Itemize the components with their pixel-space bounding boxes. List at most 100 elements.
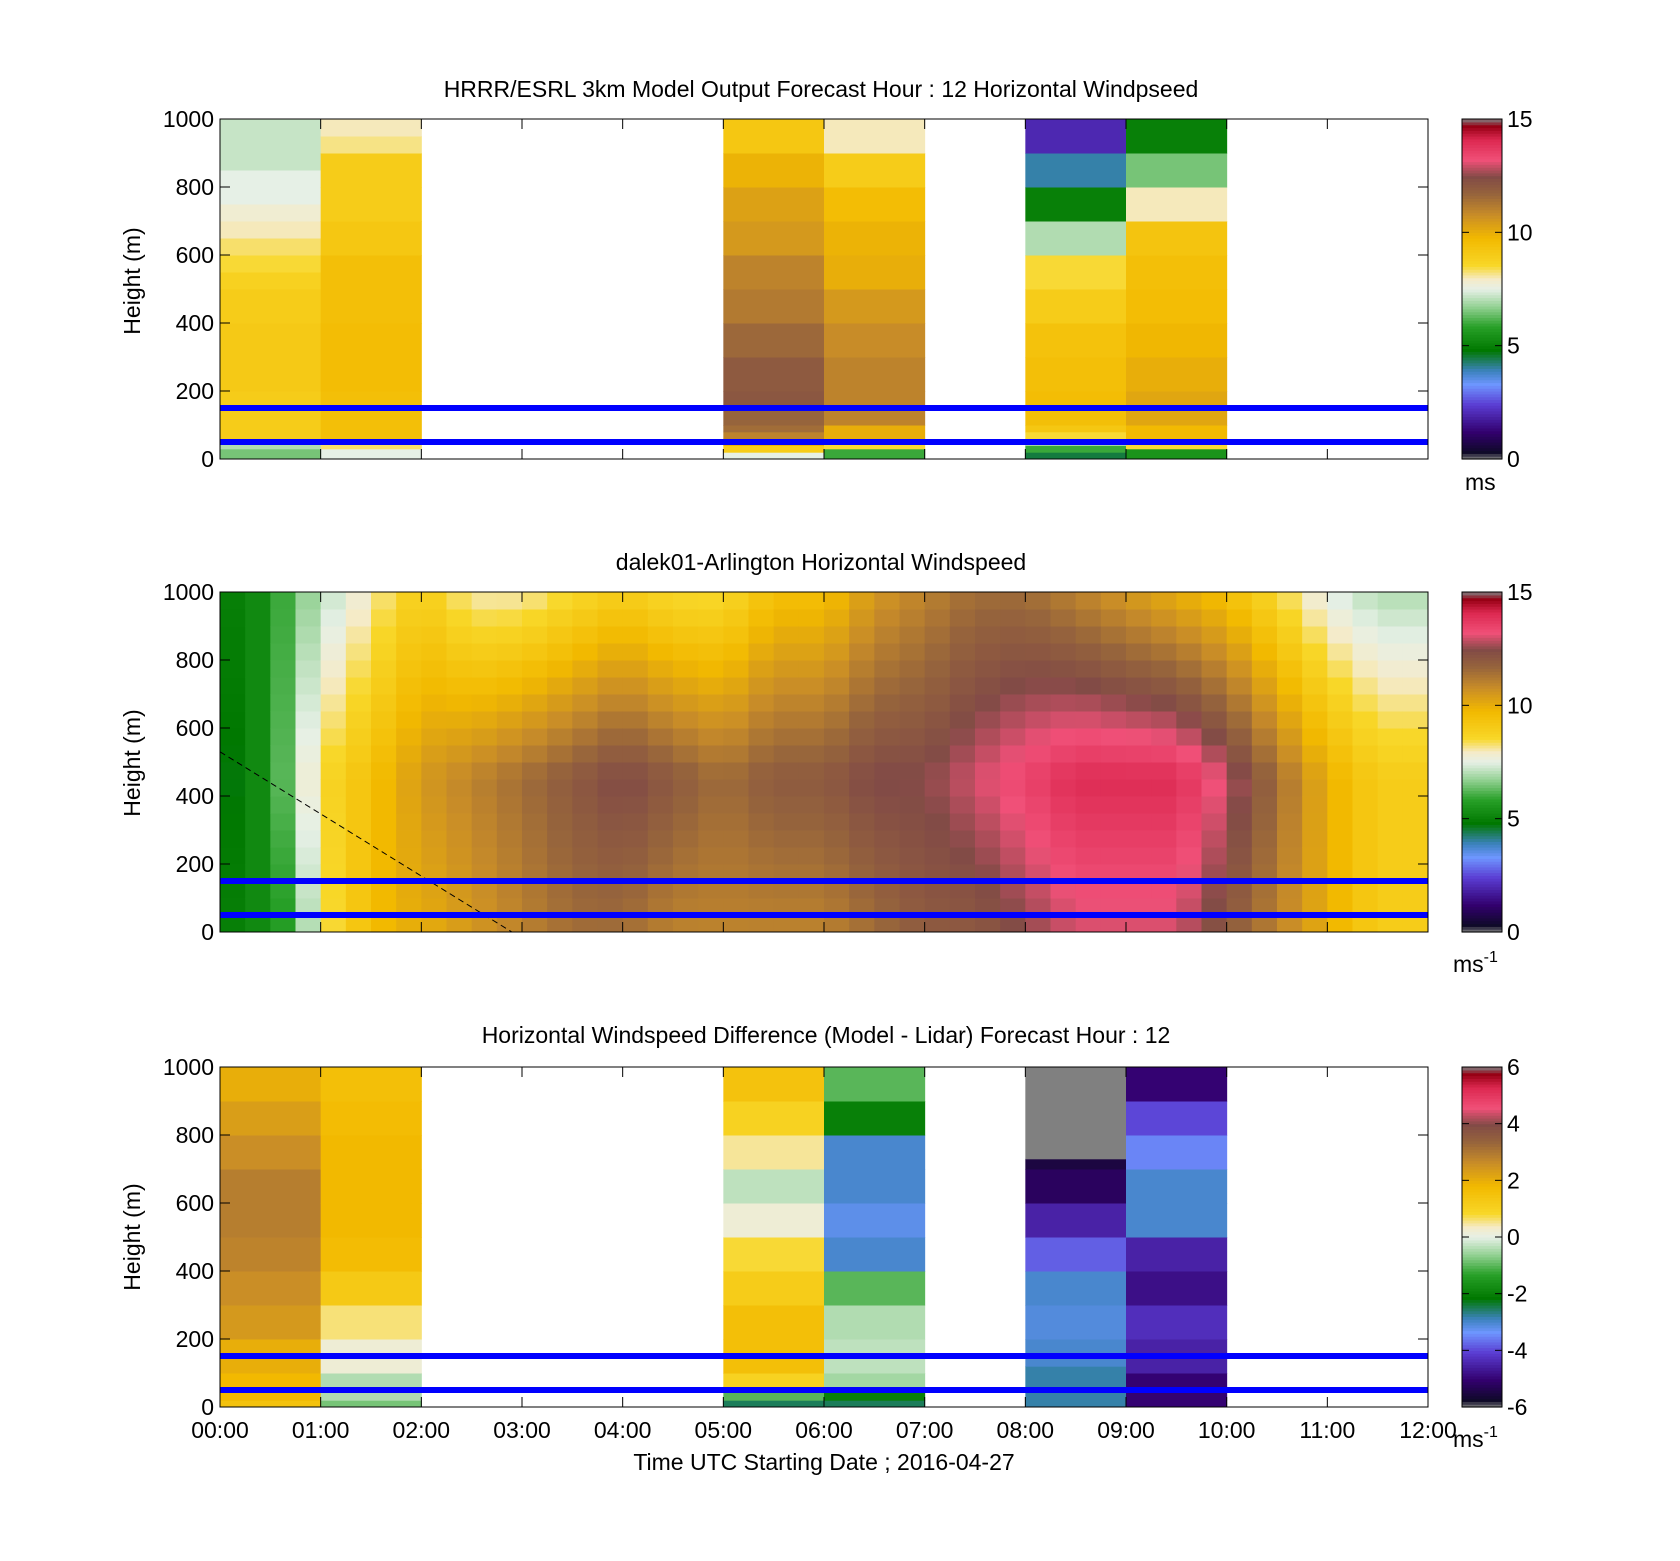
heatmap-cell: [1025, 1339, 1127, 1367]
colorbar-segment: [1462, 1265, 1502, 1269]
heatmap-cell: [320, 864, 347, 882]
heatmap-cell: [1025, 187, 1127, 222]
heatmap-cell: [295, 779, 322, 797]
heatmap-cell: [773, 915, 800, 933]
heatmap-cell: [1251, 762, 1278, 780]
heatmap-cell: [1025, 660, 1051, 678]
heatmap-cell: [1251, 779, 1278, 797]
heatmap-cell: [723, 431, 825, 440]
heatmap-cell: [849, 677, 875, 695]
heatmap-cell: [1302, 864, 1328, 882]
heatmap-cell: [673, 762, 699, 780]
heatmap-cell: [471, 660, 498, 678]
heatmap-cell: [622, 847, 649, 865]
colorbar-segment: [1462, 1180, 1502, 1184]
heatmap-cell: [1201, 694, 1228, 712]
heatmap-cell: [320, 1067, 422, 1102]
heatmap-cell: [421, 728, 447, 746]
heatmap-cell: [748, 592, 775, 610]
heatmap-cell: [1025, 762, 1051, 780]
heatmap-cell: [496, 711, 523, 729]
colorbar-segment: [1462, 912, 1502, 916]
heatmap-cell: [371, 609, 397, 627]
heatmap-cell: [270, 830, 296, 848]
x-tick-label: 02:00: [393, 1417, 451, 1443]
heatmap-cell: [622, 694, 649, 712]
heatmap-cell: [522, 609, 548, 627]
colorbar-segment: [1462, 221, 1502, 225]
heatmap-cell: [1025, 864, 1051, 882]
colorbar-segment: [1462, 770, 1502, 774]
heatmap-cell: [496, 915, 523, 933]
heatmap-cell: [371, 898, 397, 916]
heatmap-cell: [396, 745, 422, 763]
heatmap-cell: [773, 609, 800, 627]
colorbar-segment: [1462, 926, 1502, 930]
heatmap-cell: [1176, 592, 1202, 610]
reference-lines: [220, 405, 1428, 445]
heatmap-cell: [773, 881, 800, 899]
heatmap-cell: [1377, 830, 1404, 848]
heatmap-cell: [471, 626, 498, 644]
heatmap-cell: [1126, 898, 1152, 916]
heatmap-cell: [1377, 626, 1404, 644]
heatmap-cell: [1025, 1203, 1127, 1238]
heatmap-cell: [849, 711, 875, 729]
heatmap-cell: [597, 711, 624, 729]
heatmap-cell: [698, 898, 724, 916]
heatmap-cell: [220, 1400, 322, 1408]
colorbar-segment: [1462, 453, 1502, 457]
heatmap-cell: [1151, 864, 1177, 882]
heatmap-cell: [1302, 728, 1328, 746]
heatmap-cell: [647, 847, 674, 865]
heatmap-cell: [874, 864, 900, 882]
colorbar-segment: [1462, 291, 1502, 296]
heatmap-cell: [220, 323, 322, 358]
heatmap-cell: [597, 745, 624, 763]
heatmap-cell: [295, 660, 322, 678]
colorbar-tick-label: 5: [1507, 806, 1520, 832]
colorbar-segment: [1462, 334, 1502, 338]
colorbar-segment: [1462, 240, 1502, 245]
colorbar-segment: [1462, 662, 1502, 667]
heatmap-cell: [874, 830, 900, 848]
heatmap-cell: [975, 677, 1001, 695]
colorbar-segment: [1462, 345, 1502, 350]
colorbar-segment: [1462, 382, 1502, 386]
colorbar-segment: [1462, 798, 1502, 803]
colorbar-segment: [1462, 1194, 1502, 1198]
heatmap-cell: [421, 745, 447, 763]
heatmap-cell: [899, 813, 926, 831]
heatmap-cell: [1000, 915, 1026, 933]
heatmap-cell: [345, 677, 372, 695]
colorbar-segment: [1462, 209, 1502, 214]
heatmap-cell: [1327, 626, 1353, 644]
heatmap-cell: [949, 830, 976, 848]
heatmap-cell: [1025, 847, 1051, 865]
heatmap-cell: [1075, 813, 1102, 831]
colorbar-segment: [1462, 371, 1502, 375]
heatmap-cell: [597, 660, 624, 678]
heatmap-cell: [345, 609, 372, 627]
colorbar-segment: [1462, 189, 1502, 194]
heatmap-cell: [1352, 830, 1379, 848]
heatmap-cell: [849, 660, 875, 678]
colorbar-segment: [1462, 340, 1502, 344]
heatmap-cell: [220, 592, 246, 610]
heatmap-cell: [547, 779, 573, 797]
heatmap-cell: [597, 728, 624, 746]
heatmap-cell: [622, 864, 649, 882]
heatmap-cell: [396, 728, 422, 746]
colorbar-segment: [1462, 357, 1502, 361]
heatmap-cell: [1050, 694, 1077, 712]
heatmap-cell: [773, 626, 800, 644]
heatmap-cell: [1352, 643, 1379, 661]
heatmap-cell: [1302, 830, 1328, 848]
colorbar-segment: [1462, 1163, 1502, 1167]
heatmap-cell: [1327, 762, 1353, 780]
heatmap-cell: [647, 762, 674, 780]
heatmap-cell: [673, 677, 699, 695]
y-tick-label: 1000: [163, 1054, 214, 1080]
heatmap-cell: [220, 1067, 322, 1102]
